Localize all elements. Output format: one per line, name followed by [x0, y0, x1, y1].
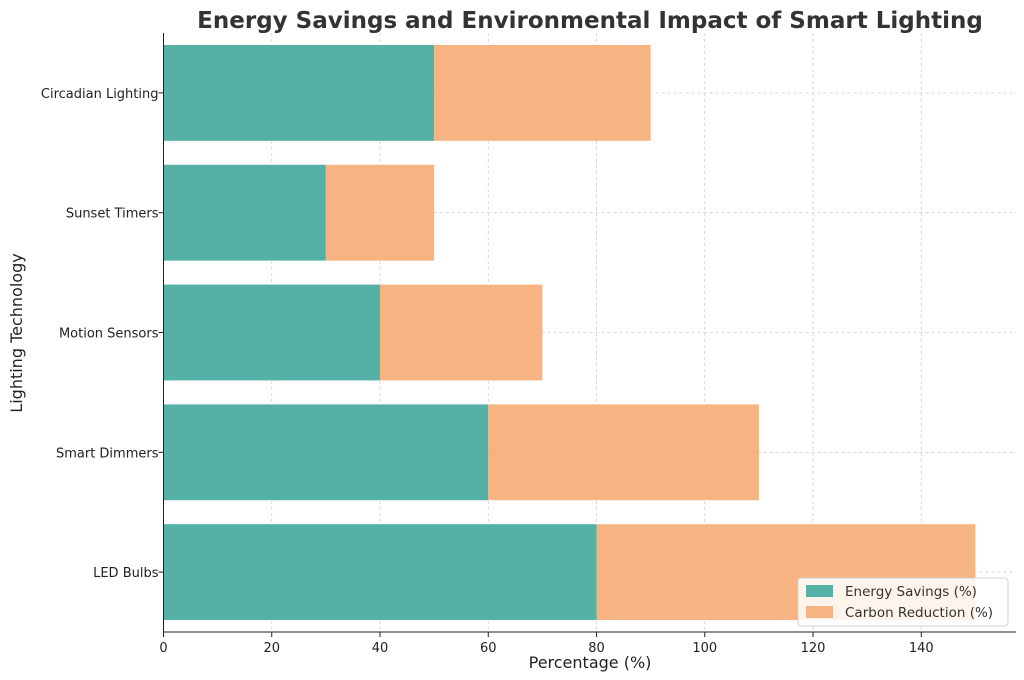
bar-energy-savings	[163, 284, 381, 381]
y-tick-label: Circadian Lighting	[41, 87, 159, 102]
y-tick-label: Smart Dimmers	[56, 446, 159, 461]
bar-energy-savings	[163, 44, 435, 141]
x-tick-label: 20	[263, 641, 280, 656]
bar-carbon-reduction	[488, 404, 759, 501]
x-tick-label: 80	[588, 641, 605, 656]
x-tick-label: 0	[159, 641, 167, 656]
legend-box	[797, 577, 1009, 627]
y-axis-label: Lighting Technology	[7, 253, 26, 412]
y-ticks: LED Bulbs Smart Dimmers Motion Sensors Suns…	[41, 87, 164, 581]
legend-swatch-energy-savings	[806, 585, 833, 597]
x-tick-label: 120	[801, 641, 826, 656]
x-axis-label: Percentage (%)	[529, 653, 652, 672]
x-tick-label: 60	[480, 641, 497, 656]
legend-label-carbon-reduction: Carbon Reduction (%)	[845, 605, 993, 621]
chart-title: Energy Savings and Environmental Impact …	[197, 8, 983, 34]
bar-carbon-reduction	[380, 284, 543, 381]
x-tick-label: 100	[692, 641, 717, 656]
x-tick-label: 40	[372, 641, 389, 656]
bar-carbon-reduction	[434, 44, 651, 141]
y-tick-label: Sunset Timers	[66, 207, 159, 222]
legend: Energy Savings (%) Carbon Reduction (%)	[797, 577, 1009, 627]
y-tick-label: LED Bulbs	[93, 566, 159, 581]
bar-energy-savings	[163, 524, 597, 621]
x-ticks: 0 20 40 60 80 100 120 140	[159, 632, 934, 656]
legend-swatch-carbon-reduction	[806, 606, 833, 618]
x-tick-label: 140	[909, 641, 934, 656]
bar-energy-savings	[163, 164, 326, 261]
bar-energy-savings	[163, 404, 489, 501]
bar-carbon-reduction	[325, 164, 435, 261]
bars	[163, 44, 976, 621]
legend-label-energy-savings: Energy Savings (%)	[845, 584, 977, 600]
y-tick-label: Motion Sensors	[59, 327, 159, 342]
